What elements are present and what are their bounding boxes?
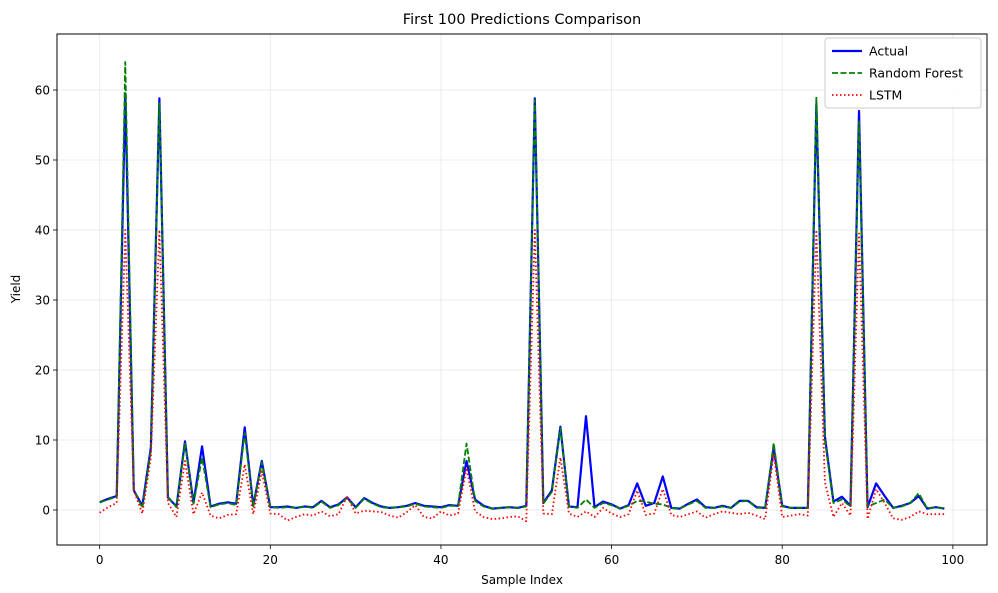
y-tick-label: 60 — [35, 83, 50, 97]
legend-box — [824, 37, 982, 109]
plot-frame — [56, 33, 988, 546]
legend-label-lstm: LSTM — [869, 88, 902, 103]
chart-title: First 100 Predictions Comparison — [403, 12, 641, 28]
x-tick-label: 40 — [433, 553, 448, 567]
y-tick-label: 10 — [35, 433, 50, 447]
legend-label-actual: Actual — [869, 44, 908, 59]
y-tick-label: 0 — [42, 503, 50, 517]
y-axis-title: Yield — [9, 275, 23, 305]
y-tick-label: 30 — [35, 293, 50, 307]
x-axis-ticks: 0 20 40 60 80 100 — [96, 545, 964, 567]
grid-lines — [57, 34, 987, 545]
y-tick-label: 20 — [35, 363, 50, 377]
series-line-random-forest — [99, 61, 945, 510]
x-tick-label: 20 — [263, 553, 278, 567]
x-tick-label: 80 — [775, 553, 790, 567]
legend: Actual Random Forest LSTM — [824, 37, 982, 109]
y-axis-ticks: 0 10 20 30 40 50 60 — [35, 83, 57, 517]
series-line-lstm — [99, 229, 945, 523]
x-tick-label: 60 — [604, 553, 619, 567]
x-axis-title: Sample Index — [481, 573, 563, 587]
legend-label-random-forest: Random Forest — [869, 66, 963, 81]
series-lines — [99, 61, 945, 523]
x-tick-label: 100 — [941, 553, 964, 567]
y-tick-label: 50 — [35, 153, 50, 167]
x-tick-label: 0 — [96, 553, 104, 567]
y-tick-label: 40 — [35, 223, 50, 237]
